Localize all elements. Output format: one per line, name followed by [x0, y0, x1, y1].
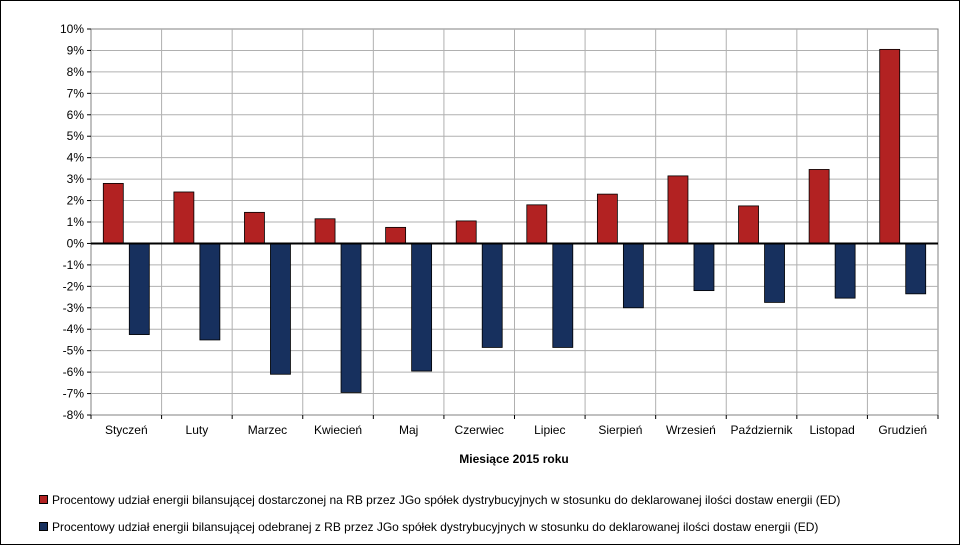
x-tick-label: Listopad: [809, 423, 854, 437]
y-tick-label: -4%: [63, 322, 85, 336]
y-tick-label: 4%: [67, 151, 85, 165]
x-tick-label: Czerwiec: [455, 423, 504, 437]
bar-supplied-2: [244, 212, 264, 243]
bar-received-2: [270, 243, 290, 374]
x-tick-label: Lipiec: [534, 423, 565, 437]
bar-supplied-0: [103, 183, 123, 243]
y-tick-label: -7%: [63, 387, 85, 401]
legend-swatch-red: [39, 495, 48, 504]
x-tick-label: Maj: [399, 423, 418, 437]
x-tick-label: Styczeń: [105, 423, 148, 437]
x-tick-label: Grudzień: [878, 423, 927, 437]
x-tick-label: Kwiecień: [314, 423, 362, 437]
bar-received-10: [835, 243, 855, 298]
y-tick-label: 1%: [67, 215, 85, 229]
y-tick-label: 5%: [67, 129, 85, 143]
y-tick-label: 9%: [67, 43, 85, 57]
legend-swatch-navy: [39, 522, 48, 531]
y-tick-label: -2%: [63, 279, 85, 293]
y-tick-label: -8%: [63, 408, 85, 422]
y-tick-label: 6%: [67, 108, 85, 122]
legend-item-supplied: Procentowy udział energii bilansującej d…: [39, 493, 840, 507]
bar-supplied-6: [527, 205, 547, 244]
bar-received-4: [412, 243, 432, 371]
y-tick-label: 0%: [67, 236, 85, 250]
y-tick-label: 8%: [67, 65, 85, 79]
y-tick-label: 10%: [60, 22, 84, 36]
chart-frame: -8% -7% -6% -5% -4% -3% -2% -1% 0% 1% 2% 3% 4% 5% 6% 7%…: [0, 0, 960, 545]
x-tick-label: Październik: [731, 423, 794, 437]
bar-received-6: [553, 243, 573, 347]
y-tick-label: -5%: [63, 344, 85, 358]
x-tick-label: Sierpień: [598, 423, 642, 437]
y-tick-label: 2%: [67, 194, 85, 208]
bar-received-3: [341, 243, 361, 392]
bar-chart: -8% -7% -6% -5% -4% -3% -2% -1% 0% 1% 2% 3% 4% 5% 6% 7%…: [1, 1, 959, 471]
bar-supplied-9: [739, 206, 759, 244]
x-tick-label: Marzec: [248, 423, 287, 437]
bar-supplied-8: [668, 176, 688, 244]
y-tick-label: 7%: [67, 86, 85, 100]
legend-label-supplied: Procentowy udział energii bilansującej d…: [52, 493, 840, 507]
legend-item-received: Procentowy udział energii bilansującej o…: [39, 520, 818, 534]
legend-label-received: Procentowy udział energii bilansującej o…: [52, 520, 818, 534]
bar-received-7: [623, 243, 643, 307]
y-tick-label: -6%: [63, 365, 85, 379]
bar-received-5: [482, 243, 502, 347]
bar-supplied-1: [174, 192, 194, 243]
x-tick-label: Wrzesień: [666, 423, 716, 437]
bar-received-0: [129, 243, 149, 334]
x-axis-label: Miesiące 2015 roku: [459, 452, 568, 466]
bar-received-11: [906, 243, 926, 293]
y-tick-label: -3%: [63, 301, 85, 315]
bar-received-8: [694, 243, 714, 290]
bar-received-9: [765, 243, 785, 302]
bar-supplied-4: [386, 227, 406, 243]
bar-supplied-7: [597, 194, 617, 243]
y-tick-label: -1%: [63, 258, 85, 272]
bar-received-1: [200, 243, 220, 340]
bar-supplied-11: [880, 49, 900, 243]
bar-supplied-3: [315, 219, 335, 244]
bar-supplied-5: [456, 221, 476, 244]
x-tick-label: Luty: [186, 423, 209, 437]
bar-supplied-10: [809, 169, 829, 243]
y-tick-label: 3%: [67, 172, 85, 186]
